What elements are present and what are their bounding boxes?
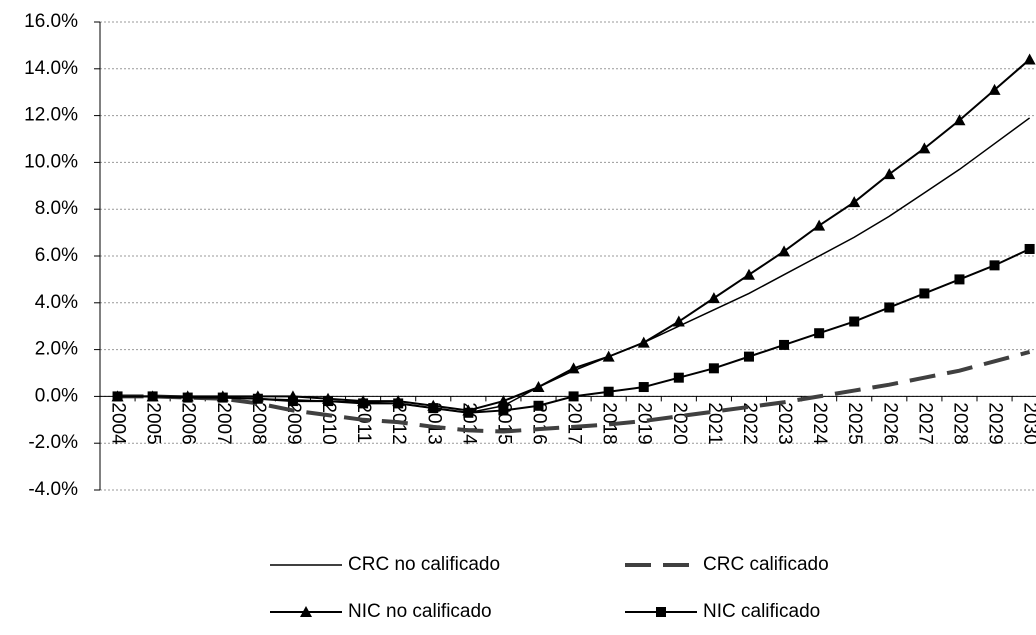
series-line	[117, 350, 1031, 434]
data-point	[988, 83, 1001, 95]
data-point	[989, 260, 1000, 271]
data-point	[393, 398, 404, 409]
y-tick-label: 6.0%	[35, 245, 78, 266]
x-tick-label: 2007	[213, 402, 234, 444]
data-point	[883, 168, 896, 180]
data-point	[884, 302, 895, 313]
x-tick-label: 2005	[143, 402, 164, 444]
data-point	[358, 398, 369, 409]
data-point	[147, 391, 158, 402]
data-point	[533, 400, 544, 411]
x-tick-label: 2017	[564, 402, 585, 444]
y-tick-label: 0.0%	[35, 385, 78, 406]
data-point	[813, 219, 826, 231]
data-point	[182, 392, 193, 403]
data-point	[1024, 243, 1035, 254]
data-point	[1023, 53, 1036, 65]
data-point	[814, 328, 825, 339]
x-tick-label: 2023	[774, 402, 795, 444]
data-point	[568, 391, 579, 402]
y-tick-label: -2.0%	[28, 432, 78, 453]
data-point	[532, 381, 545, 393]
y-tick-label: 10.0%	[24, 151, 78, 172]
data-point	[428, 403, 439, 414]
x-tick-label: 2028	[949, 402, 970, 444]
x-tick-label: 2006	[178, 402, 199, 444]
legend-label: NIC no calificado	[348, 601, 492, 622]
x-tick-label: 2009	[283, 402, 304, 444]
data-point	[638, 382, 649, 393]
y-tick-label: 8.0%	[35, 198, 78, 219]
x-tick-label: 2024	[809, 402, 830, 445]
x-tick-label: 2022	[739, 402, 760, 444]
series-line	[117, 248, 1031, 414]
x-tick-label: 2010	[318, 402, 339, 444]
data-point	[603, 386, 614, 397]
y-tick-label: 4.0%	[35, 292, 78, 313]
legend-label: CRC no calificado	[348, 554, 500, 575]
data-point	[112, 391, 123, 402]
x-tick-label: 2026	[879, 402, 900, 444]
x-tick-label: 2011	[353, 402, 374, 443]
y-tick-label: 12.0%	[24, 105, 78, 126]
legend-marker	[656, 607, 666, 617]
data-point	[463, 407, 474, 418]
x-tick-label: 2004	[108, 402, 129, 445]
x-tick-label: 2030	[1020, 402, 1036, 444]
data-point	[673, 372, 684, 383]
data-point	[637, 336, 650, 348]
x-tick-label: 2016	[528, 402, 549, 444]
x-tick-label: 2029	[985, 402, 1006, 444]
data-point	[778, 245, 791, 257]
data-point	[742, 268, 755, 280]
data-point	[672, 315, 685, 327]
data-point	[918, 142, 931, 154]
data-point	[848, 196, 861, 208]
legend-label: NIC calificado	[703, 601, 820, 622]
legend-marker	[300, 606, 312, 617]
y-tick-label: 14.0%	[24, 58, 78, 79]
x-tick-label: 2027	[914, 402, 935, 444]
data-point	[498, 405, 509, 416]
x-tick-label: 2021	[704, 402, 725, 444]
y-tick-label: 2.0%	[35, 339, 78, 360]
data-point	[217, 392, 228, 403]
data-point	[953, 114, 966, 126]
series-line	[117, 58, 1031, 412]
data-point	[707, 292, 720, 304]
legend-label: CRC calificado	[703, 554, 829, 575]
data-point	[287, 396, 298, 407]
data-point	[497, 395, 510, 407]
y-tick-label: 16.0%	[24, 11, 78, 32]
data-point	[252, 393, 263, 404]
data-point	[567, 362, 580, 374]
x-tick-label: 2025	[844, 402, 865, 444]
data-point	[743, 351, 754, 362]
data-point	[779, 339, 790, 350]
data-point	[602, 350, 615, 362]
data-point	[708, 363, 719, 374]
data-point	[954, 274, 965, 285]
x-tick-label: 2019	[634, 402, 655, 444]
data-point	[919, 288, 930, 299]
x-tick-label: 2020	[669, 402, 690, 444]
x-tick-label: 2008	[248, 402, 269, 444]
data-point	[849, 316, 860, 327]
data-point	[323, 396, 334, 407]
y-tick-label: -4.0%	[28, 479, 78, 500]
